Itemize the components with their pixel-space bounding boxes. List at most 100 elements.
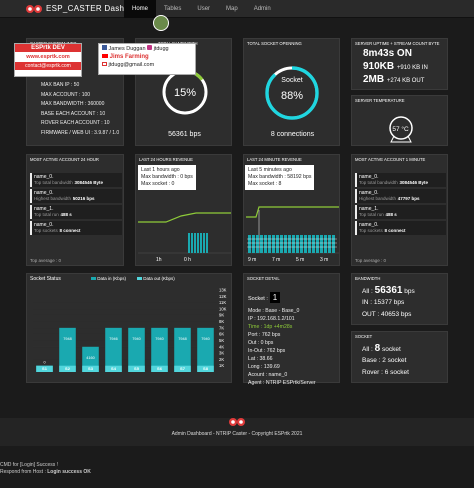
social-row-1: James Duggan jtdugg: [99, 44, 195, 53]
socket-status-panel: Socket Status Data in (Kbps) Data out (K…: [26, 273, 232, 383]
socket-percent: 88%: [281, 90, 303, 102]
bandwidth-card-header: BANDWIDTH: [355, 276, 381, 281]
bandwidth-out: OUT : 40653 bps: [362, 311, 412, 318]
active-24h-footer: Top average : 0: [30, 258, 62, 263]
revenue-24m-tooltip: Last 5 minutes ago Max bandwidth : 58192…: [245, 165, 315, 190]
y-tick-label: 3K: [219, 351, 224, 356]
legend-out-label: Data out (Kbps): [143, 276, 175, 281]
item-value: 8 connect: [384, 228, 406, 233]
console-prefix: Respond from Host :: [0, 469, 48, 475]
y-tick-label: 9K: [219, 313, 224, 318]
detail-line: IP : 192.168.1.2/101: [248, 316, 295, 322]
item-value: 50216 bps: [72, 196, 95, 201]
socket-number-select[interactable]: 1: [270, 292, 280, 303]
legend-out: Data out (Kbps): [137, 276, 175, 281]
x-tick: 5 m: [296, 257, 304, 263]
list-item[interactable]: name_1. Top total run 488 s: [30, 205, 122, 219]
x-tick: 1h: [156, 257, 162, 263]
legend-in-label: Data in (Kbps): [97, 276, 127, 281]
list-item[interactable]: name_0. Highest bandwidth 47797 bps: [355, 189, 446, 203]
x-category-label: S8: [203, 366, 209, 371]
y-tick-label: 8K: [219, 319, 224, 324]
bar-data-out[interactable]: [197, 327, 214, 372]
socket-open-header: TOTAL SOCKET OPENNING: [247, 41, 302, 46]
gmail-address[interactable]: jtdugg@gmail.com: [108, 62, 155, 68]
socket-base: Base : 2 socket: [362, 357, 407, 364]
nav-user[interactable]: User: [197, 6, 211, 12]
revenue-24m-chart: 9 m 7 m 5 m 3 m: [246, 206, 339, 263]
item-value: 3084546 Byte: [399, 180, 428, 185]
mb-out-row: 2MB +274 KB OUT: [363, 74, 424, 85]
legend-in: Data in (Kbps): [91, 276, 126, 281]
social-card: James Duggan jtdugg Jims Farming jtdugg@…: [98, 43, 196, 75]
x-category-label: S7: [180, 366, 186, 371]
bar-data-in[interactable]: [128, 365, 145, 372]
bar-data-out[interactable]: [128, 327, 145, 372]
item-sub: Highest bandwidth: [359, 196, 397, 201]
bar-data-out[interactable]: [105, 327, 122, 372]
detail-line: Acount : name_0: [248, 372, 288, 378]
temperature-panel: SERVER TEMPERATURE 57 °C: [351, 95, 448, 146]
y-tick-label: 1K: [219, 363, 224, 368]
dev-site[interactable]: www.esprtk.com: [26, 54, 70, 60]
list-item[interactable]: name_0. Top sockets 8 connect: [355, 221, 446, 235]
list-item[interactable]: name_0. Top sockets 8 connect: [30, 221, 122, 235]
revenue-24h-header: LAST 24 HOURS REVENUE: [139, 157, 193, 162]
avatar: [153, 15, 169, 31]
bar-data-out[interactable]: [174, 327, 191, 372]
dev-email[interactable]: contact@esprtk.com: [15, 62, 81, 70]
bar-data-in[interactable]: [36, 365, 53, 372]
temperature-value: 57 °C: [392, 126, 409, 133]
item-value: 488 s: [385, 212, 397, 217]
nav-home[interactable]: Home: [124, 0, 157, 18]
uptime-panel: SERVER UPTIME + STREAM COUNT BYTE 8m43s …: [351, 38, 448, 90]
bar-data-in[interactable]: [151, 365, 168, 372]
thermometer-icon: [389, 116, 413, 143]
bar-data-out[interactable]: [59, 327, 76, 372]
social-row-2: Jims Farming: [99, 53, 195, 61]
item-value: 8 connect: [59, 228, 81, 233]
socket-selector-label: Socket :: [248, 296, 268, 302]
uptime-header: SERVER UPTIME + STREAM COUNT BYTE: [355, 41, 440, 46]
bar-data-in[interactable]: [105, 365, 122, 372]
bar-data-out[interactable]: [151, 327, 168, 372]
footer-copyright: Admin Dashboard - NTRIP Caster - Copyrig…: [171, 431, 303, 437]
item-sub: Highest bandwidth: [34, 196, 72, 201]
bandwidth-card: BANDWIDTH All : 56361 bps IN : 15377 bps…: [351, 273, 448, 325]
bar-data-in[interactable]: [197, 365, 214, 372]
socket-rover: Rover : 6 socket: [362, 369, 409, 376]
youtube-name[interactable]: Jims Farming: [109, 54, 149, 60]
youtube-icon: [102, 54, 108, 58]
all-value: 8: [374, 343, 381, 354]
x-category-label: S4: [111, 366, 117, 371]
nav-tables[interactable]: Tables: [164, 6, 182, 12]
top-navbar: [0, 0, 474, 18]
app-title[interactable]: ESP_CASTER Dashboard: [46, 4, 147, 13]
nav-admin[interactable]: Admin: [253, 6, 271, 12]
socket-card-header: SOCKET: [355, 334, 373, 339]
list-item[interactable]: name_1. Top total run 488 s: [355, 205, 446, 219]
uptime-value: 8m43s ON: [363, 48, 412, 59]
item-sub: Top total bandwidth: [34, 180, 73, 185]
list-item[interactable]: name_0. Top total bandwidth 3084546 Byte: [30, 173, 122, 187]
bar-value-label: 7940: [132, 337, 140, 341]
info-line: MAX BAN IP : 50: [41, 82, 80, 88]
instagram-handle[interactable]: jtdugg: [153, 46, 169, 52]
y-tick-label: 11K: [219, 300, 226, 305]
console-log: CMD for [Login] Success ! Respond from H…: [0, 462, 91, 476]
bar-data-in[interactable]: [82, 365, 99, 372]
x-tick: 3 m: [320, 257, 328, 263]
bar-data-in[interactable]: [174, 365, 191, 372]
facebook-name[interactable]: James Duggan: [108, 46, 146, 52]
active-1m-header: MOST ACTIVE ACCOUNT 1 MINUTE: [355, 157, 426, 162]
y-tick-label: 4K: [219, 344, 224, 349]
revenue-24h-panel: LAST 24 HOURS REVENUE 1h 0 h Last 1 hour…: [135, 154, 232, 266]
nav-map[interactable]: Map: [226, 6, 238, 12]
socket-connections: 8 connections: [270, 131, 315, 138]
kb-in-row: 910KB +910 KB IN: [363, 61, 428, 72]
list-item[interactable]: name_0. Highest bandwidth 50216 bps: [30, 189, 122, 203]
bar-value-label: 4160: [86, 356, 94, 360]
bar-data-in[interactable]: [59, 365, 76, 372]
list-item[interactable]: name_0. Top total bandwidth 3084546 Byte: [355, 173, 446, 187]
